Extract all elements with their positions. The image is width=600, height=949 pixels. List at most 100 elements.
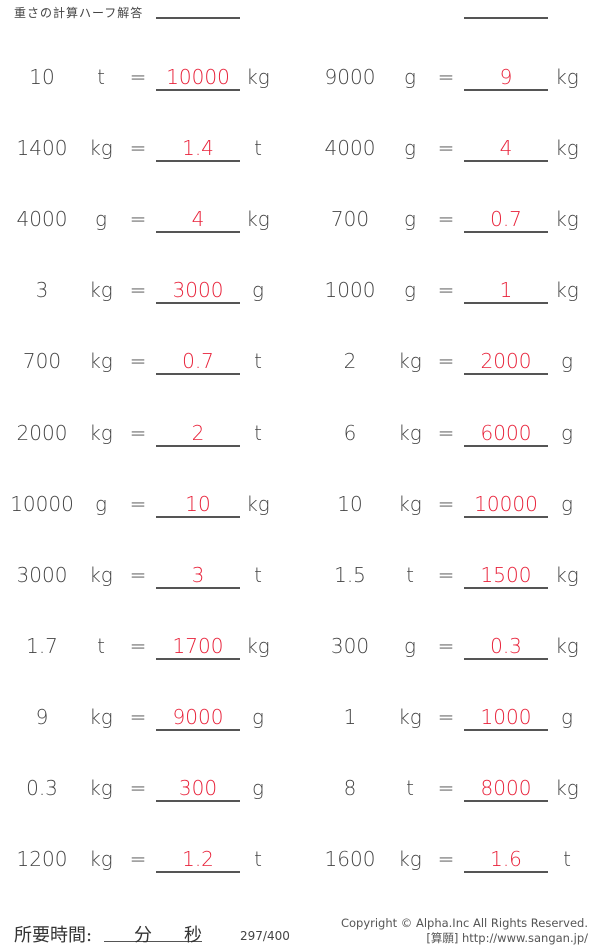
problem-value: 1 bbox=[343, 704, 357, 729]
answer-line bbox=[156, 160, 240, 163]
equals-sign: = bbox=[129, 562, 147, 587]
answer-line bbox=[156, 800, 240, 802]
problem-value: 0.3 bbox=[26, 776, 58, 800]
answer-unit: kg bbox=[246, 207, 270, 232]
problem-value: 1200 bbox=[16, 847, 68, 872]
answer-value: 0.7 bbox=[182, 349, 214, 374]
problem-value: 4000 bbox=[16, 207, 68, 232]
equals-sign: = bbox=[437, 633, 455, 658]
answer-value: 4 bbox=[499, 136, 513, 161]
equals-sign: = bbox=[437, 704, 455, 729]
problem-value: 2 bbox=[343, 349, 357, 374]
problem-value: 6 bbox=[343, 420, 357, 445]
problem-unit: g bbox=[403, 207, 417, 232]
problem-unit: kg bbox=[89, 278, 113, 303]
equals-sign: = bbox=[437, 65, 455, 89]
minutes-label: 分 bbox=[134, 925, 152, 946]
name-blank-line bbox=[156, 17, 240, 19]
problem-unit: t bbox=[406, 562, 414, 587]
answer-unit: g bbox=[560, 491, 574, 516]
answer-value: 2000 bbox=[480, 349, 532, 374]
problem-value: 1400 bbox=[16, 136, 68, 161]
equals-sign: = bbox=[129, 420, 147, 445]
answer-unit: kg bbox=[555, 633, 579, 658]
answer-value: 300 bbox=[178, 776, 218, 800]
answer-unit: kg bbox=[246, 65, 270, 89]
problem-value: 9000 bbox=[324, 65, 376, 89]
problem-value: 8 bbox=[343, 776, 357, 800]
answer-line bbox=[156, 657, 240, 660]
answer-value: 3 bbox=[191, 562, 205, 587]
problem-unit: t bbox=[97, 65, 105, 89]
answer-value: 6000 bbox=[480, 420, 532, 445]
equals-sign: = bbox=[437, 207, 455, 232]
problem-value: 700 bbox=[330, 207, 370, 232]
time-underline bbox=[104, 941, 202, 942]
answer-unit: kg bbox=[246, 633, 270, 658]
equals-sign: = bbox=[129, 491, 147, 516]
problem-value: 1.5 bbox=[334, 562, 366, 587]
answer-value: 4 bbox=[191, 207, 205, 232]
equals-sign: = bbox=[129, 278, 147, 303]
answer-unit: kg bbox=[555, 278, 579, 303]
answer-unit: kg bbox=[555, 776, 579, 800]
answer-unit: kg bbox=[555, 207, 579, 232]
problem-value: 10 bbox=[337, 491, 363, 516]
answer-value: 0.7 bbox=[490, 207, 522, 232]
problem-value: 1.7 bbox=[26, 633, 58, 658]
answer-line bbox=[464, 160, 548, 163]
problem-unit: kg bbox=[89, 776, 113, 800]
answer-value: 10 bbox=[185, 491, 211, 516]
answer-value: 10000 bbox=[474, 491, 538, 516]
answer-line bbox=[464, 515, 548, 518]
problem-unit: kg bbox=[398, 420, 422, 445]
equals-sign: = bbox=[437, 776, 455, 800]
score-blank-line bbox=[464, 17, 548, 19]
answer-value: 1.2 bbox=[182, 847, 214, 872]
answer-unit: kg bbox=[246, 491, 270, 516]
answer-value: 1500 bbox=[480, 562, 532, 587]
problem-value: 10000 bbox=[10, 491, 74, 516]
problem-value: 3 bbox=[35, 278, 49, 303]
answer-unit: kg bbox=[555, 562, 579, 587]
time-label: 所要時間: bbox=[14, 925, 93, 946]
problem-value: 3000 bbox=[16, 562, 68, 587]
problem-unit: g bbox=[403, 65, 417, 89]
problem-unit: kg bbox=[89, 847, 113, 872]
problem-value: 4000 bbox=[324, 136, 376, 161]
answer-line bbox=[156, 231, 240, 234]
equals-sign: = bbox=[129, 776, 147, 800]
site-link: [算願] http://www.sangan.jp/ bbox=[426, 931, 588, 945]
problem-unit: kg bbox=[398, 491, 422, 516]
worksheet-title: 重さの計算ハーフ解答 bbox=[14, 6, 144, 20]
problem-unit: kg bbox=[89, 420, 113, 445]
answer-line bbox=[464, 302, 548, 305]
answer-line bbox=[464, 728, 548, 731]
answer-value: 0.3 bbox=[490, 633, 522, 658]
equals-sign: = bbox=[129, 136, 147, 161]
answer-line bbox=[464, 586, 548, 589]
answer-unit: t bbox=[254, 420, 262, 445]
problem-unit: kg bbox=[89, 562, 113, 587]
answer-value: 10000 bbox=[166, 65, 230, 89]
equals-sign: = bbox=[437, 349, 455, 374]
problem-unit: kg bbox=[89, 136, 113, 161]
problem-value: 1000 bbox=[324, 278, 376, 303]
equals-sign: = bbox=[129, 207, 147, 232]
answer-unit: g bbox=[251, 704, 265, 729]
answer-value: 9000 bbox=[172, 704, 224, 729]
equals-sign: = bbox=[129, 349, 147, 374]
answer-line bbox=[156, 586, 240, 589]
copyright: Copyright © Alpha.Inc All Rights Reserve… bbox=[341, 916, 588, 946]
answer-value: 2 bbox=[191, 420, 205, 445]
answer-value: 1.6 bbox=[490, 847, 522, 872]
answer-unit: t bbox=[254, 847, 262, 872]
answer-unit: t bbox=[254, 136, 262, 161]
problem-value: 10 bbox=[29, 65, 55, 89]
answer-line bbox=[464, 89, 548, 91]
answer-unit: kg bbox=[555, 65, 579, 89]
problem-unit: kg bbox=[398, 847, 422, 872]
answer-line bbox=[156, 871, 240, 874]
answer-unit: g bbox=[560, 349, 574, 374]
answer-line bbox=[464, 871, 548, 874]
